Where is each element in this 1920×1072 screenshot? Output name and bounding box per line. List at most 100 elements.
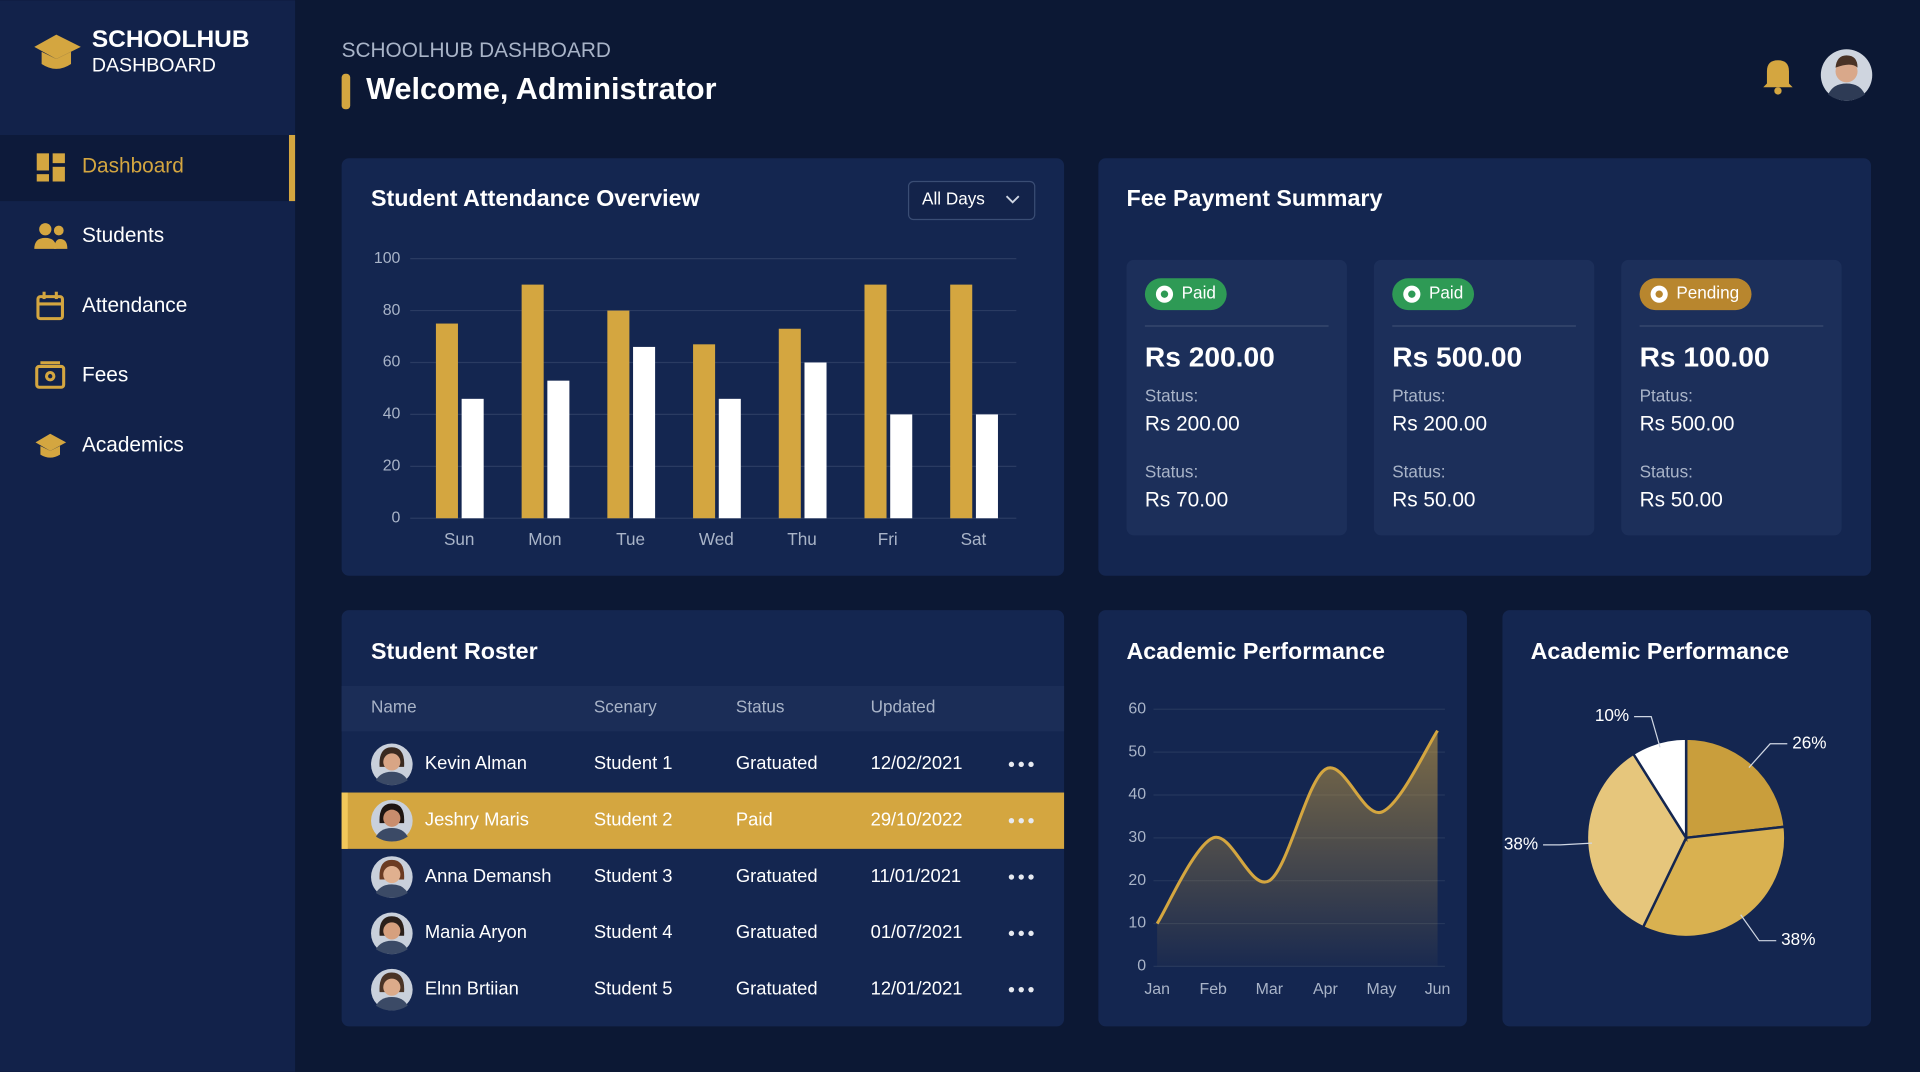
y-tick-label: 30	[1128, 829, 1146, 846]
bar	[435, 323, 458, 519]
nav-item[interactable]: Students	[82, 224, 164, 247]
y-tick-label: 60	[1128, 700, 1146, 717]
avatar-face	[383, 753, 401, 771]
row-highlight	[341, 792, 1065, 849]
bar	[890, 414, 913, 519]
panel-title: Academic Performance	[1531, 638, 1790, 664]
fee-line-value: Rs 50.00	[1392, 489, 1475, 512]
action-dot	[1008, 761, 1015, 768]
x-tick-label: May	[1366, 981, 1396, 998]
nav-icon-fees	[35, 361, 66, 389]
logo-icon	[34, 34, 81, 69]
area-line	[1155, 729, 1439, 925]
action-dot	[1008, 818, 1015, 824]
nav-item[interactable]: Attendance	[82, 294, 187, 317]
nav-active-indicator	[288, 134, 296, 202]
filter-label[interactable]: All Days	[922, 188, 985, 208]
table-cell: Student 2	[594, 809, 673, 830]
nav-icon-dashboard	[36, 153, 65, 182]
brand-title: SCHOOLHUB	[92, 26, 250, 53]
fee-line-label: Ptatus:	[1392, 386, 1445, 406]
table-cell: 01/07/2021	[871, 921, 963, 942]
x-tick-label: Mar	[1256, 981, 1284, 998]
status-label: Pending	[1676, 283, 1739, 303]
filter-dropdown[interactable]	[907, 180, 1036, 221]
x-tick-label: Sun	[444, 529, 474, 549]
table-cell: Gratuated	[736, 752, 818, 773]
fee-line-label: Status:	[1392, 461, 1445, 481]
action-dot	[1018, 930, 1024, 937]
action-dot	[1008, 930, 1015, 937]
x-tick-label: Jun	[1425, 981, 1451, 998]
row-actions[interactable]	[1008, 930, 1034, 937]
avatar-face	[383, 866, 401, 884]
nav-item[interactable]: Academics	[82, 434, 184, 457]
avatar-face	[383, 922, 401, 940]
avatar-face	[383, 809, 401, 827]
row-actions[interactable]	[1008, 818, 1034, 824]
panel-title: Academic Performance	[1127, 638, 1386, 664]
y-tick-label: 20	[1128, 872, 1146, 889]
x-tick-label: Mon	[528, 529, 561, 549]
action-dot	[1018, 986, 1024, 993]
panel-title: Fee Payment Summary	[1127, 185, 1383, 211]
fee-amount: Rs 200.00	[1145, 341, 1275, 372]
fee-line-label: Status:	[1640, 461, 1693, 481]
student-avatar	[371, 912, 413, 955]
action-dot	[1018, 818, 1024, 824]
row-actions[interactable]	[1008, 986, 1034, 993]
row-actions[interactable]	[1008, 874, 1034, 880]
bar	[804, 362, 827, 519]
panel-title: Student Roster	[371, 638, 538, 664]
nav-item[interactable]: Fees	[82, 364, 128, 387]
table-cell: Student 5	[594, 978, 673, 999]
column-header: Name	[371, 697, 417, 717]
bar	[547, 380, 570, 519]
table-cell: 11/01/2021	[871, 865, 962, 886]
student-avatar	[371, 799, 413, 842]
pie-label: 10%	[1595, 705, 1629, 725]
action-dot	[1028, 818, 1034, 824]
x-tick-label: Thu	[787, 529, 817, 549]
fee-line-value: Rs 50.00	[1640, 489, 1723, 512]
bar	[521, 284, 544, 519]
user-avatar[interactable]	[1820, 49, 1873, 101]
x-tick-label: Tue	[616, 529, 645, 549]
action-dot	[1008, 986, 1015, 993]
table-cell: Gratuated	[736, 865, 818, 886]
bar	[950, 284, 973, 519]
fee-line-value: Rs 200.00	[1392, 413, 1487, 436]
status-badge	[1639, 278, 1752, 311]
table-cell: Student 1	[594, 752, 673, 773]
table-cell: Paid	[736, 809, 773, 830]
avatar-body	[375, 940, 408, 955]
row-actions[interactable]	[1008, 761, 1034, 768]
nav-item[interactable]: Dashboard	[82, 154, 184, 177]
y-tick-label: 80	[383, 302, 401, 319]
pie-leader	[1634, 716, 1661, 748]
header-accent	[341, 73, 351, 110]
action-dot	[1028, 986, 1034, 993]
pie-leader	[1748, 743, 1788, 768]
fee-card	[1373, 259, 1595, 536]
bar	[607, 310, 630, 519]
y-tick-label: 40	[383, 406, 401, 423]
y-tick-label: 10	[1128, 915, 1146, 932]
table-cell: Student 4	[594, 921, 673, 942]
fee-line-value: Rs 500.00	[1640, 413, 1735, 436]
student-avatar	[371, 968, 413, 1011]
y-tick-label: 40	[1128, 786, 1146, 803]
bar	[864, 284, 887, 519]
column-header: Scenary	[594, 697, 657, 717]
action-dot	[1028, 761, 1034, 768]
brand-subtitle: DASHBOARD	[92, 55, 216, 77]
nav-icon-attendance	[36, 291, 64, 321]
pie-leader	[1740, 914, 1777, 942]
notification-bell[interactable]	[1763, 60, 1793, 95]
action-dot	[1018, 874, 1024, 880]
column-header: Status	[736, 697, 785, 717]
bar	[461, 398, 484, 519]
status-icon-dot	[1655, 290, 1663, 298]
